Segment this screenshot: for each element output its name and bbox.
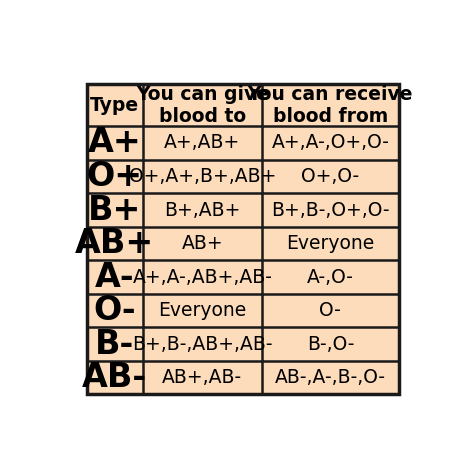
Text: A-: A- [95, 261, 135, 293]
Text: O+,A+,B+,AB+: O+,A+,B+,AB+ [128, 167, 276, 186]
Text: You can receive
blood from: You can receive blood from [247, 85, 413, 126]
Text: B+,B-,AB+,AB-: B+,B-,AB+,AB- [132, 335, 273, 354]
Text: AB+,AB-: AB+,AB- [162, 368, 242, 387]
Text: Everyone: Everyone [286, 234, 374, 253]
Text: O+: O+ [87, 160, 143, 193]
Text: B+,AB+: B+,AB+ [164, 201, 240, 219]
Text: AB-,A-,B-,O-: AB-,A-,B-,O- [275, 368, 386, 387]
Text: A-,O-: A-,O- [307, 268, 354, 287]
Text: B-: B- [95, 328, 135, 361]
Bar [87, 84, 399, 394]
Bar [87, 84, 399, 394]
Text: O+,O-: O+,O- [301, 167, 359, 186]
Text: A+: A+ [88, 127, 142, 159]
Text: Type: Type [91, 96, 139, 115]
Text: B+: B+ [88, 193, 142, 227]
Text: A+,A-,AB+,AB-: A+,A-,AB+,AB- [132, 268, 272, 287]
Text: AB+: AB+ [182, 234, 223, 253]
Text: You can give
blood to: You can give blood to [136, 85, 269, 126]
Text: AB-: AB- [82, 361, 147, 394]
Text: B+,B-,O+,O-: B+,B-,O+,O- [271, 201, 390, 219]
Text: O-: O- [93, 294, 136, 327]
Text: O-: O- [319, 301, 341, 320]
Text: A+,A-,O+,O-: A+,A-,O+,O- [272, 134, 389, 153]
Text: Everyone: Everyone [158, 301, 246, 320]
Text: A+,AB+: A+,AB+ [164, 134, 240, 153]
Text: AB+: AB+ [75, 227, 155, 260]
Text: B-,O-: B-,O- [307, 335, 354, 354]
